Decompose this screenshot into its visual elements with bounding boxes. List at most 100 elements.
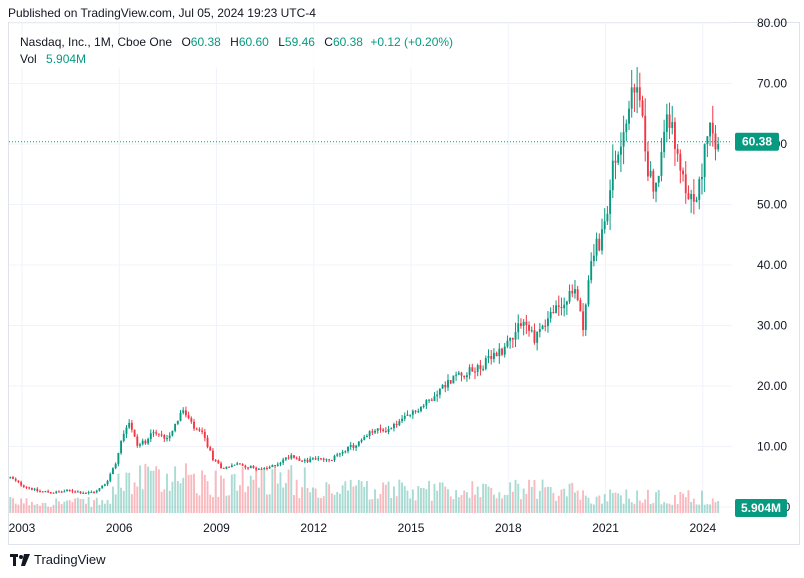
- candle-body: [112, 468, 114, 475]
- candle-body: [55, 491, 58, 493]
- volume-bar: [547, 486, 549, 513]
- volume-bar: [349, 479, 352, 513]
- candle-body: [374, 430, 376, 433]
- volume-bar: [14, 503, 17, 513]
- volume-bar: [338, 493, 341, 513]
- volume-bar: [20, 498, 23, 513]
- volume-bar: [460, 495, 463, 513]
- candle-body: [579, 300, 582, 312]
- legend-ohlc-row: Nasdaq, Inc., 1M, Cboe One O60.38 H60.60…: [20, 34, 453, 51]
- volume-bar: [563, 488, 566, 513]
- volume-bar: [425, 489, 428, 513]
- candle-body: [414, 410, 417, 412]
- candle-body: [657, 175, 660, 183]
- candle-body: [644, 115, 647, 152]
- volume-bar: [71, 502, 74, 513]
- candle-body: [530, 330, 533, 332]
- axis-badges: 60.38 5.904M: [735, 132, 787, 517]
- volume-bar: [179, 483, 182, 513]
- candle-body: [155, 432, 158, 434]
- candle-body: [103, 484, 106, 486]
- volume-bar: [384, 484, 387, 513]
- chart-frame[interactable]: [8, 22, 800, 545]
- candle-body: [25, 486, 28, 488]
- volume-bar: [498, 492, 501, 513]
- candle-body: [87, 492, 90, 494]
- candle-body: [252, 465, 255, 468]
- candle-body: [303, 459, 306, 462]
- candle-body: [311, 458, 314, 460]
- volume-bar: [68, 500, 71, 513]
- candle-body: [433, 396, 436, 401]
- candle-body: [609, 190, 612, 214]
- candle-body: [133, 429, 136, 437]
- volume-bar: [530, 486, 533, 513]
- volume-bar: [33, 504, 36, 513]
- candle-body: [195, 428, 198, 430]
- x-tick-label: 2024: [689, 521, 716, 535]
- candle-body: [130, 422, 133, 430]
- volume-bar: [368, 499, 371, 513]
- volume-bar: [311, 487, 314, 513]
- volume-bar: [360, 481, 363, 513]
- volume-bar: [244, 492, 247, 513]
- volume-bar: [106, 499, 109, 513]
- volume-bar: [568, 483, 571, 513]
- volume-badge-label: 5.904M: [741, 501, 781, 515]
- candle-body: [179, 412, 182, 421]
- volume-bar: [322, 496, 325, 513]
- candle-body: [284, 457, 287, 460]
- candle-body: [401, 418, 404, 422]
- volume-bar: [168, 490, 171, 513]
- volume-bar: [649, 503, 652, 513]
- legend-volume-row: Vol 5.904M: [20, 51, 453, 68]
- candle-body: [476, 365, 479, 372]
- volume-bar: [514, 479, 517, 513]
- candle-body: [641, 100, 644, 116]
- volume-bar: [39, 505, 41, 513]
- change-value: +0.12 (+0.20%): [370, 35, 454, 49]
- volume-bar: [506, 494, 509, 513]
- volume-bar: [352, 486, 355, 513]
- volume-bar: [195, 493, 198, 513]
- candle-body: [66, 490, 68, 492]
- volume-bar: [230, 474, 233, 513]
- candle-body: [633, 87, 636, 93]
- volume-bar: [411, 489, 414, 513]
- candle-body: [266, 468, 268, 470]
- candle-body: [598, 238, 601, 251]
- candle-body: [249, 465, 252, 469]
- volume-bar: [222, 478, 225, 513]
- candle-body: [390, 428, 393, 430]
- candle-body: [701, 176, 703, 180]
- candle-body: [444, 384, 447, 388]
- candle-body: [411, 410, 414, 415]
- candle-body: [355, 445, 358, 448]
- candle-body: [357, 441, 360, 446]
- volume-bar: [263, 469, 266, 513]
- volume-bar: [690, 501, 693, 513]
- candle-body: [555, 305, 558, 314]
- volume-bar: [60, 504, 63, 513]
- candle-body: [376, 428, 379, 431]
- volume-bar: [557, 495, 560, 513]
- candle-body: [592, 255, 595, 262]
- volume-bar: [414, 500, 417, 513]
- volume-bar: [276, 483, 279, 513]
- close-label: C: [324, 35, 333, 49]
- candle-body: [617, 154, 620, 163]
- candle-body: [20, 482, 23, 486]
- volume-bar: [214, 470, 217, 513]
- volume-bar: [603, 494, 606, 513]
- volume-bar: [41, 503, 44, 513]
- footer: TradingView: [10, 552, 106, 567]
- candle-body: [136, 436, 139, 446]
- volume-bar: [128, 472, 131, 513]
- volume-bar: [463, 490, 466, 513]
- volume-bar: [622, 503, 625, 513]
- volume-bar: [484, 483, 487, 513]
- candle-body: [330, 460, 333, 462]
- volume-bar: [449, 496, 452, 513]
- candle-body: [495, 352, 498, 357]
